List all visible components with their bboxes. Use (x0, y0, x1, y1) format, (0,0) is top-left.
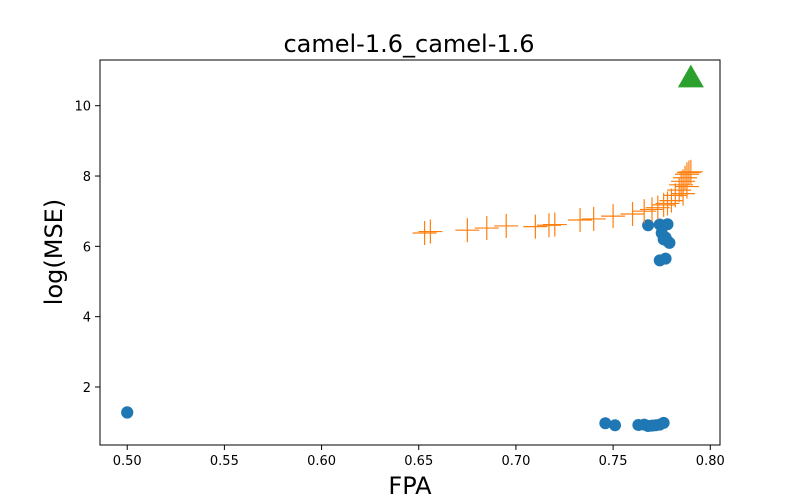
data-point-plus (671, 181, 696, 206)
data-point-plus (536, 213, 561, 238)
data-point-plus (523, 214, 548, 239)
data-point-plus (669, 172, 694, 197)
data-point-plus (568, 207, 593, 232)
x-axis: 0.50 0.55 0.60 0.65 0.70 0.75 0.80 (113, 445, 725, 469)
y-axis: 2 4 6 8 10 (74, 100, 100, 396)
data-point-plus (494, 213, 519, 238)
data-point-plus (673, 165, 698, 190)
x-tick-label: 0.75 (599, 454, 628, 469)
data-point-plus (620, 202, 645, 226)
data-point-circle (659, 252, 672, 265)
x-tick-label: 0.50 (113, 454, 142, 469)
x-tick-label: 0.80 (696, 454, 725, 469)
x-tick-label: 0.70 (501, 454, 530, 469)
chart-title: camel-1.6_camel-1.6 (283, 30, 534, 58)
y-tick-label: 6 (83, 240, 91, 255)
x-axis-label: FPA (388, 472, 432, 500)
data-point-plus (674, 174, 699, 199)
data-point-plus (412, 220, 437, 245)
data-point-plus (645, 195, 670, 220)
y-tick-label: 2 (83, 381, 91, 396)
y-tick-label: 10 (74, 100, 91, 115)
x-tick-label: 0.60 (307, 454, 336, 469)
data-point-plus (601, 204, 626, 229)
data-point-plus (542, 212, 567, 237)
data-point-circle (609, 419, 622, 432)
data-point-circle (661, 218, 674, 231)
plot-area (99, 59, 721, 446)
data-point-plus (678, 159, 703, 184)
data-point-circle (642, 219, 655, 232)
x-tick-label: 0.55 (210, 454, 239, 469)
data-point-plus (455, 218, 480, 243)
y-tick-label: 4 (83, 311, 91, 326)
data-point-plus (651, 192, 676, 217)
data-marks (121, 64, 704, 433)
y-tick-label: 8 (83, 170, 91, 185)
data-point-plus (581, 206, 606, 231)
data-point-circle (659, 231, 672, 244)
data-point-circle (657, 416, 670, 429)
data-point-plus (676, 160, 701, 185)
data-point-circle (121, 406, 134, 419)
data-point-plus (632, 199, 657, 224)
data-point-plus (474, 216, 499, 241)
x-tick-label: 0.65 (404, 454, 433, 469)
data-point-triangle (677, 64, 704, 88)
y-axis-label: log(MSE) (40, 199, 68, 305)
data-point-plus (418, 219, 443, 244)
data-point-plus (639, 197, 664, 222)
data-point-circle (599, 417, 612, 430)
